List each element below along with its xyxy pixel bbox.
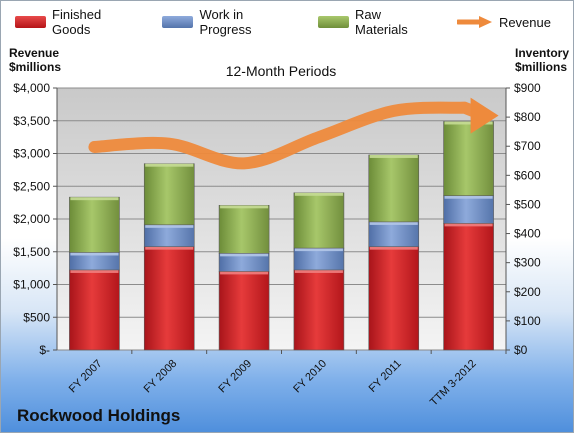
legend-swatch-work-in-progress: [162, 16, 194, 28]
bar-cap-work-in-progress: [444, 195, 493, 199]
legend-label-work-in-progress: Work in Progress: [199, 7, 252, 37]
right-tick-label: $900: [514, 81, 541, 95]
bar-finished-goods: [218, 271, 270, 351]
bar-cap-finished-goods: [444, 223, 493, 227]
legend-item-finished-goods: Finished Goods: [15, 7, 140, 37]
bar-cap-finished-goods: [294, 269, 343, 273]
bar-cap-raw-materials: [369, 154, 418, 158]
right-tick-label: $100: [514, 314, 541, 328]
legend-item-raw-materials: Raw Materials: [317, 7, 435, 37]
left-tick-label: $1,000: [13, 278, 50, 292]
left-tick-label: $3,000: [13, 147, 50, 161]
legend-label-revenue: Revenue: [498, 14, 551, 30]
revenue-line: [88, 101, 491, 170]
bar-finished-goods: [143, 246, 195, 351]
left-axis-title-line2: $millions: [9, 60, 62, 74]
bar-cap-work-in-progress: [220, 253, 269, 257]
bar-work-in-progress: [443, 195, 494, 224]
bar-cap-raw-materials: [220, 205, 269, 209]
x-tick-label: FY 2011: [367, 358, 404, 395]
bar-raw-materials: [293, 192, 345, 249]
x-tick-label: FY 2008: [142, 358, 180, 396]
arrow-icon: [456, 16, 492, 28]
legend: Finished Goods Work in Progress Raw Mate…: [15, 7, 573, 37]
bar-finished-goods: [368, 246, 420, 351]
bar-raw-materials: [218, 205, 270, 254]
left-tick-label: $-: [39, 343, 50, 357]
bar-cap-work-in-progress: [369, 221, 418, 225]
left-axis-title-line1: Revenue: [9, 46, 60, 60]
bar-raw-materials: [368, 154, 420, 223]
left-tick-label: $3,500: [13, 114, 50, 128]
right-axis-title-line1: Inventory: [515, 46, 570, 60]
right-tick-label: $200: [514, 285, 541, 299]
bar-cap-finished-goods: [220, 271, 269, 275]
bar-finished-goods: [69, 269, 120, 351]
left-tick-label: $500: [23, 310, 50, 324]
right-tick-label: $500: [514, 197, 541, 211]
revenue-arrowhead: [470, 97, 499, 134]
right-tick-label: $0: [514, 343, 528, 357]
bar-cap-work-in-progress: [70, 252, 119, 256]
bar-finished-goods: [443, 223, 494, 351]
legend-label-finished-goods: Finished Goods: [52, 7, 102, 37]
x-tick-label: FY 2009: [216, 358, 254, 396]
company-title: Rockwood Holdings: [17, 406, 181, 425]
left-axis-title: Revenue $millions: [9, 46, 61, 74]
bar-raw-materials: [69, 196, 120, 253]
x-tick-label: TTM 3-2012: [428, 358, 479, 409]
bar-raw-materials: [143, 163, 195, 226]
bar-cap-raw-materials: [145, 163, 194, 167]
x-tick-label: FY 2010: [291, 358, 329, 396]
right-tick-label: $300: [514, 256, 541, 270]
chart-subtitle: 12-Month Periods: [225, 63, 337, 79]
right-axis-title: Inventory $millions: [515, 46, 569, 74]
left-tick-label: $2,500: [13, 179, 50, 193]
bar-cap-finished-goods: [70, 269, 119, 273]
bar-cap-raw-materials: [294, 192, 343, 196]
left-tick-label: $4,000: [13, 81, 50, 95]
right-tick-label: $600: [514, 168, 541, 182]
bar-cap-work-in-progress: [294, 248, 343, 252]
bar-cap-finished-goods: [145, 246, 194, 250]
bar-cap-finished-goods: [369, 246, 418, 250]
bar-work-in-progress: [143, 224, 195, 247]
legend-swatch-raw-materials: [317, 16, 350, 28]
right-axis-title-line2: $millions: [515, 60, 568, 74]
left-tick-label: $2,000: [13, 212, 50, 226]
right-tick-label: $800: [514, 110, 541, 124]
bar-cap-work-in-progress: [145, 224, 194, 228]
bar-work-in-progress: [293, 247, 345, 271]
legend-item-work-in-progress: Work in Progress: [162, 7, 296, 37]
bar-raw-materials: [443, 121, 494, 197]
right-tick-label: $700: [514, 139, 541, 153]
bar-finished-goods: [293, 269, 345, 351]
legend-label-raw-materials: Raw Materials: [355, 7, 408, 37]
right-tick-label: $400: [514, 227, 541, 241]
bar-work-in-progress: [368, 221, 420, 247]
x-tick-label: FY 2007: [67, 358, 105, 396]
bar-cap-raw-materials: [70, 197, 119, 201]
legend-swatch-finished-goods: [15, 16, 47, 28]
bar-cap-raw-materials: [444, 121, 493, 125]
left-tick-label: $1,500: [13, 245, 50, 259]
legend-item-revenue: Revenue: [456, 14, 551, 30]
